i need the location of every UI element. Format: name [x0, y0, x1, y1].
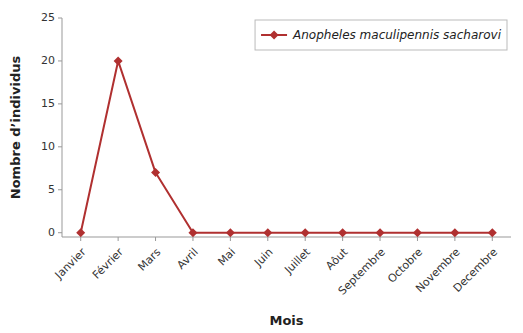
x-tick-label: Decembre: [451, 245, 501, 295]
y-tick: [58, 18, 62, 19]
y-tick-label: 5: [48, 183, 55, 196]
x-tick: [454, 237, 455, 241]
x-tick: [192, 237, 193, 241]
y-tick-label: 20: [41, 54, 55, 67]
point: [226, 228, 235, 237]
point: [188, 228, 197, 237]
point: [376, 228, 385, 237]
point: [450, 228, 459, 237]
x-tick-label: Février: [90, 245, 126, 281]
x-tick: [267, 237, 268, 241]
x-tick-label: Janvier: [52, 245, 89, 282]
point: [263, 228, 272, 237]
x-tick: [342, 237, 343, 241]
x-tick-label: Aôut: [323, 245, 351, 273]
x-axis-label: Mois: [269, 313, 303, 328]
y-tick: [58, 189, 62, 190]
x-tick: [380, 237, 381, 241]
x-tick-label: Septembre: [336, 245, 388, 297]
x-tick: [118, 237, 119, 241]
point: [338, 228, 347, 237]
y-tick: [58, 60, 62, 61]
plot-area: [76, 56, 497, 237]
x-tick-label: Mars: [135, 245, 163, 273]
legend-marker: [270, 31, 279, 40]
x-tick-label: Juin: [251, 246, 275, 270]
point: [151, 168, 160, 177]
x-tick: [417, 237, 418, 241]
x-tick: [155, 237, 156, 241]
x-tick: [230, 237, 231, 241]
legend: Anopheles maculipennis sacharovi: [255, 20, 507, 50]
y-tick: [58, 103, 62, 104]
y-axis-label: Nombre d’individus: [8, 56, 23, 200]
point: [301, 228, 310, 237]
point: [488, 228, 497, 237]
x-tick-label: Avril: [175, 246, 201, 272]
x-tick: [305, 237, 306, 241]
point: [413, 228, 422, 237]
x-axis: [62, 237, 511, 238]
y-tick-label: 10: [41, 140, 55, 153]
x-tick: [80, 237, 81, 241]
y-axis: [62, 18, 63, 237]
y-tick-label: 0: [48, 226, 55, 239]
legend-box: [255, 20, 507, 50]
point: [114, 56, 123, 65]
y-tick-label: 25: [41, 11, 55, 24]
y-tick: [58, 146, 62, 147]
y-tick-label: 15: [41, 97, 55, 110]
chart: 0 5 10 15 20 25 JanvierFévrier Mars Avril Mai Juin…: [0, 0, 523, 333]
line: [81, 61, 493, 233]
legend-label: Anopheles maculipennis sacharovi: [292, 28, 502, 42]
point: [76, 228, 85, 237]
x-tick-label: Juillet: [282, 245, 314, 277]
x-tick: [492, 237, 493, 241]
y-tick: [58, 232, 62, 233]
x-tick-label: Mai: [215, 246, 238, 269]
